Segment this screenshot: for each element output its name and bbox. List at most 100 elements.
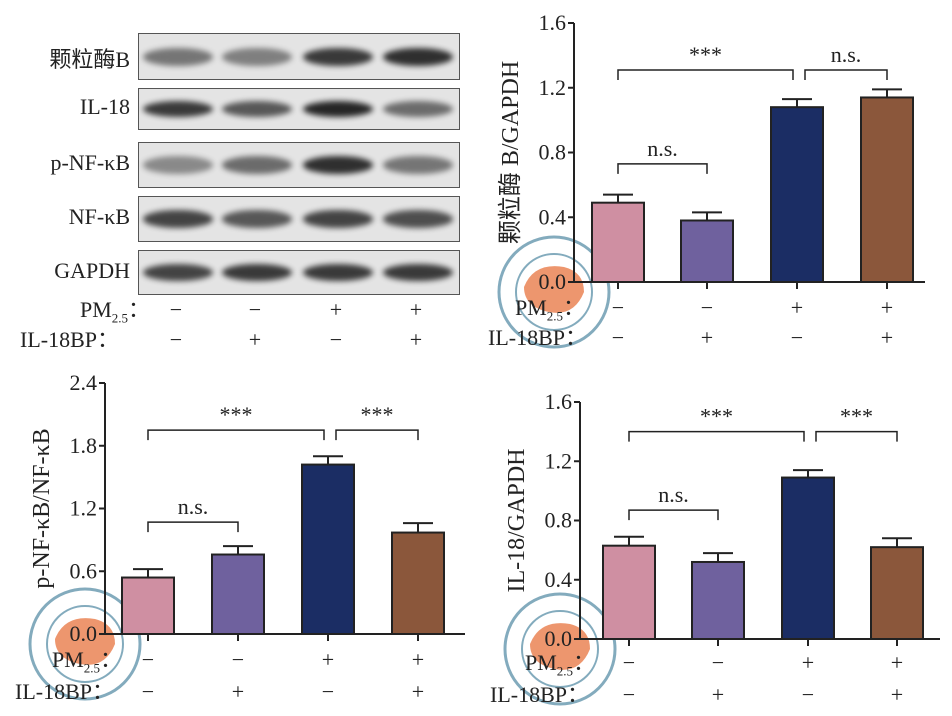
bar — [391, 531, 445, 635]
bar — [781, 476, 835, 641]
il18bp-label: IL-18BP： — [488, 325, 588, 350]
pm25-sign: + — [321, 647, 335, 672]
watermark-seal — [497, 235, 611, 349]
il18bp-sign: − — [329, 327, 343, 352]
y-tick-label: 0.0 — [539, 269, 567, 294]
y-tick-label: 0.0 — [545, 626, 573, 651]
y-tick-label: 0.8 — [539, 140, 567, 165]
pm25-sign: − — [231, 647, 245, 672]
protein-band — [303, 47, 373, 66]
y-tick-label: 1.6 — [545, 389, 573, 414]
bar — [591, 201, 645, 283]
pm-text: PM — [52, 647, 84, 672]
significance-bracket — [815, 430, 898, 442]
significance-bracket — [628, 430, 805, 442]
pm25-sign: − — [711, 650, 725, 675]
significance-bracket — [804, 69, 888, 80]
bar — [680, 219, 734, 284]
blot-strip — [138, 196, 460, 242]
il18bp-label: IL-18BP： — [490, 682, 590, 707]
bar — [770, 106, 824, 283]
bar — [121, 576, 175, 636]
significance-label: n.s. — [647, 136, 678, 161]
blot-strip — [138, 33, 460, 80]
protein-band — [222, 47, 292, 66]
pm25-label: PM2.5： — [52, 648, 122, 680]
significance-bracket — [617, 163, 708, 174]
y-tick-label: 0.6 — [70, 558, 98, 583]
pm25-sign: − — [169, 297, 183, 322]
y-tick-label: 0.4 — [539, 204, 567, 229]
bar — [691, 560, 745, 640]
protein-band — [383, 47, 453, 66]
watermark-seal — [503, 592, 617, 706]
blot-row-label: IL-18 — [79, 94, 130, 119]
il18bp-sign: − — [622, 682, 636, 707]
significance-bracket — [628, 509, 719, 521]
y-tick-label: 2.4 — [70, 370, 98, 395]
il18bp-label: IL-18BP： — [20, 327, 120, 352]
blot-strip — [138, 88, 460, 130]
pm-sub: 2.5 — [546, 308, 564, 324]
pm25-sign: − — [622, 650, 636, 675]
bar-chart-1: 0.0 0.4 0.8 1.2 1.6 颗粒酶 B/GAPDH *** n.s. n.s. — [497, 10, 925, 349]
bar — [301, 463, 355, 636]
pm-text: PM — [80, 297, 112, 322]
blot-row-label: GAPDH — [54, 257, 130, 283]
significance-label: *** — [840, 404, 873, 429]
significance-label: n.s. — [658, 482, 689, 507]
pm25-sign: + — [801, 650, 815, 675]
y-tick-label: 1.2 — [70, 496, 98, 521]
il18bp-sign: − — [141, 679, 155, 704]
significance-bracket — [335, 429, 419, 441]
pm25-sign: − — [248, 297, 262, 322]
il18bp-sign: + — [248, 327, 262, 352]
il18bp-sign: − — [801, 682, 815, 707]
blot-strip — [138, 250, 460, 295]
protein-band — [383, 156, 453, 174]
y-tick-label: 1.2 — [539, 75, 567, 100]
protein-band — [143, 210, 213, 228]
il18bp-sign: + — [711, 682, 725, 707]
pm25-sign: + — [329, 297, 343, 322]
il18bp-sign: + — [411, 679, 425, 704]
pm25-sign: + — [409, 297, 423, 322]
pm25-sign: + — [790, 295, 804, 320]
pm-sub: 2.5 — [556, 663, 574, 679]
pm-text: PM — [515, 295, 547, 320]
pm25-sign: − — [141, 647, 155, 672]
significance-label: *** — [689, 42, 722, 67]
il18bp-sign: + — [700, 325, 714, 350]
pm25-sign: + — [890, 650, 904, 675]
il18bp-sign: + — [880, 325, 894, 350]
y-tick-label: 1.8 — [70, 433, 98, 458]
pm-sub: 2.5 — [83, 660, 101, 676]
pm25-sign: + — [880, 295, 894, 320]
il18bp-sign: − — [611, 325, 625, 350]
pm-colon: ： — [573, 650, 596, 675]
protein-band — [222, 101, 292, 117]
y-tick-label: 0.8 — [545, 508, 573, 533]
bar-chart-2: 0.0 0.6 1.2 1.8 2.4 p-NF-κB/NF-κB *** *** n.s. — [28, 370, 465, 701]
bar — [211, 553, 265, 635]
y-tick-label: 1.2 — [545, 448, 573, 473]
y-axis-label: 颗粒酶 B/GAPDH — [497, 61, 524, 244]
y-axis-label: IL-18/GAPDH — [504, 449, 530, 593]
il18bp-sign: − — [169, 327, 183, 352]
watermark-seal — [28, 587, 142, 701]
protein-band — [143, 101, 213, 117]
il18bp-sign: + — [231, 679, 245, 704]
blot-strip — [138, 142, 460, 188]
il18bp-sign: − — [790, 325, 804, 350]
significance-label: *** — [700, 404, 733, 429]
il18bp-sign: − — [321, 679, 335, 704]
bar — [860, 96, 914, 284]
il18bp-sign: + — [890, 682, 904, 707]
y-tick-label: 0.4 — [545, 567, 573, 592]
protein-band — [143, 156, 213, 174]
pm-text: PM — [525, 650, 557, 675]
protein-band — [303, 101, 373, 117]
bar — [602, 544, 656, 641]
